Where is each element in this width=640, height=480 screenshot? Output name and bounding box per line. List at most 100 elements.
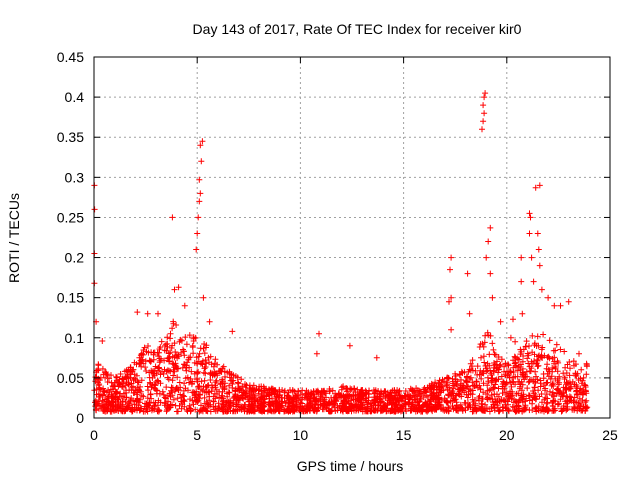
data-point	[527, 368, 534, 374]
data-point	[535, 387, 542, 394]
data-point-notable	[448, 326, 455, 333]
data-point	[561, 374, 568, 381]
data-point	[540, 375, 547, 382]
data-point	[228, 371, 235, 378]
data-point	[196, 350, 203, 357]
data-point	[565, 380, 572, 386]
data-point	[357, 399, 364, 406]
data-point	[529, 349, 536, 356]
data-point	[142, 364, 149, 371]
data-point	[119, 398, 126, 405]
data-point	[470, 408, 477, 415]
data-point	[222, 373, 228, 380]
data-point	[272, 407, 279, 414]
data-point-notable	[171, 286, 178, 293]
data-point	[547, 376, 554, 382]
data-point	[534, 333, 541, 340]
data-point	[177, 391, 184, 398]
data-point	[224, 393, 231, 400]
data-point	[521, 376, 528, 383]
data-point	[352, 389, 359, 396]
data-point	[347, 405, 354, 412]
data-point	[534, 357, 541, 364]
data-point	[397, 406, 404, 413]
data-point	[197, 360, 204, 367]
data-point	[99, 402, 105, 409]
data-point	[129, 368, 136, 374]
data-point	[238, 392, 245, 399]
data-point	[549, 368, 556, 375]
data-point	[583, 371, 590, 378]
data-point	[492, 351, 499, 358]
data-point	[340, 400, 347, 407]
data-point	[486, 387, 493, 394]
data-point	[545, 366, 552, 373]
data-point	[420, 386, 427, 393]
data-point	[243, 387, 250, 394]
data-point	[458, 376, 464, 383]
data-point	[533, 373, 539, 380]
data-point	[500, 397, 507, 404]
data-point	[499, 407, 506, 414]
data-point	[317, 397, 324, 404]
data-point-notable	[487, 224, 494, 231]
data-point	[496, 408, 503, 415]
data-point	[473, 382, 480, 389]
data-point	[571, 394, 578, 401]
data-point	[100, 399, 107, 405]
data-point	[138, 377, 145, 384]
data-point	[351, 385, 358, 392]
data-point	[140, 351, 147, 358]
data-point	[526, 407, 533, 414]
data-point	[546, 337, 553, 344]
data-point-notable	[479, 126, 485, 133]
data-point	[411, 388, 418, 395]
data-point	[212, 403, 219, 410]
data-point	[203, 360, 210, 367]
data-point-notable	[538, 286, 545, 293]
data-point	[174, 365, 181, 372]
data-point	[238, 376, 245, 383]
data-point	[152, 363, 159, 370]
data-point	[266, 401, 273, 408]
data-point	[515, 399, 521, 406]
data-point	[522, 398, 528, 405]
data-point	[437, 384, 444, 391]
data-point-notable	[481, 94, 488, 101]
data-point	[399, 394, 406, 401]
data-point	[201, 394, 208, 401]
data-point	[135, 379, 142, 386]
data-point	[179, 401, 186, 408]
data-point	[150, 399, 157, 406]
data-point	[229, 377, 236, 384]
data-point	[482, 332, 489, 339]
data-point	[208, 361, 215, 368]
data-point	[173, 384, 180, 391]
data-point	[155, 353, 162, 360]
data-point-notable	[169, 214, 176, 221]
data-point	[446, 392, 453, 399]
x-axis-label: GPS time / hours	[297, 458, 404, 474]
data-point	[137, 357, 144, 364]
data-point	[543, 406, 550, 413]
data-point	[531, 340, 538, 347]
data-point	[385, 394, 392, 401]
data-point	[580, 374, 587, 381]
data-point	[488, 392, 495, 398]
data-point-notable	[446, 298, 452, 305]
data-point	[100, 388, 107, 395]
data-point	[469, 357, 476, 364]
data-point	[212, 356, 219, 363]
data-point-notable	[198, 158, 205, 165]
data-point	[453, 407, 460, 414]
data-point	[235, 385, 242, 392]
data-point	[477, 386, 484, 393]
data-point	[195, 397, 202, 404]
data-point	[537, 383, 544, 390]
data-point	[444, 399, 450, 406]
data-point	[382, 404, 389, 411]
data-point	[503, 380, 510, 387]
data-point	[576, 405, 582, 412]
data-point	[523, 395, 530, 402]
data-point	[497, 406, 503, 413]
